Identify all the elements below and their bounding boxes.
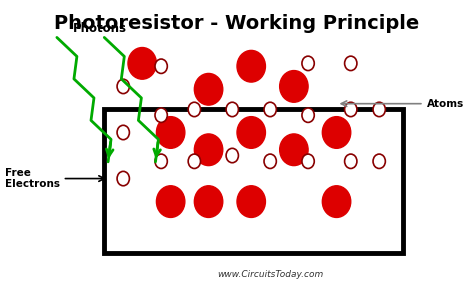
Text: Photoresistor - Working Principle: Photoresistor - Working Principle [55, 14, 419, 33]
Ellipse shape [345, 102, 357, 117]
Ellipse shape [302, 56, 314, 71]
Bar [104, 109, 403, 253]
Ellipse shape [117, 125, 129, 140]
Ellipse shape [128, 48, 156, 79]
Ellipse shape [302, 154, 314, 168]
Ellipse shape [156, 186, 185, 217]
Text: Photons: Photons [73, 22, 127, 35]
Ellipse shape [264, 154, 276, 168]
Ellipse shape [237, 186, 265, 217]
Ellipse shape [155, 154, 167, 168]
Ellipse shape [280, 71, 308, 102]
Ellipse shape [194, 73, 223, 105]
Text: www.CircuitsToday.com: www.CircuitsToday.com [217, 270, 323, 279]
Ellipse shape [237, 117, 265, 148]
Ellipse shape [226, 148, 238, 163]
Ellipse shape [156, 117, 185, 148]
Ellipse shape [155, 59, 167, 73]
Ellipse shape [117, 171, 129, 186]
Ellipse shape [226, 102, 238, 117]
Text: Free
Electrons: Free Electrons [5, 168, 104, 190]
Ellipse shape [322, 186, 351, 217]
Ellipse shape [373, 154, 385, 168]
Ellipse shape [345, 154, 357, 168]
Text: Atoms: Atoms [341, 99, 464, 109]
Ellipse shape [302, 108, 314, 122]
Ellipse shape [280, 134, 308, 166]
Ellipse shape [188, 102, 201, 117]
Ellipse shape [188, 154, 201, 168]
Ellipse shape [117, 79, 129, 94]
Ellipse shape [322, 117, 351, 148]
Ellipse shape [237, 50, 265, 82]
Ellipse shape [373, 102, 385, 117]
Ellipse shape [194, 134, 223, 166]
Ellipse shape [345, 56, 357, 71]
Ellipse shape [264, 102, 276, 117]
Ellipse shape [155, 108, 167, 122]
Ellipse shape [194, 186, 223, 217]
